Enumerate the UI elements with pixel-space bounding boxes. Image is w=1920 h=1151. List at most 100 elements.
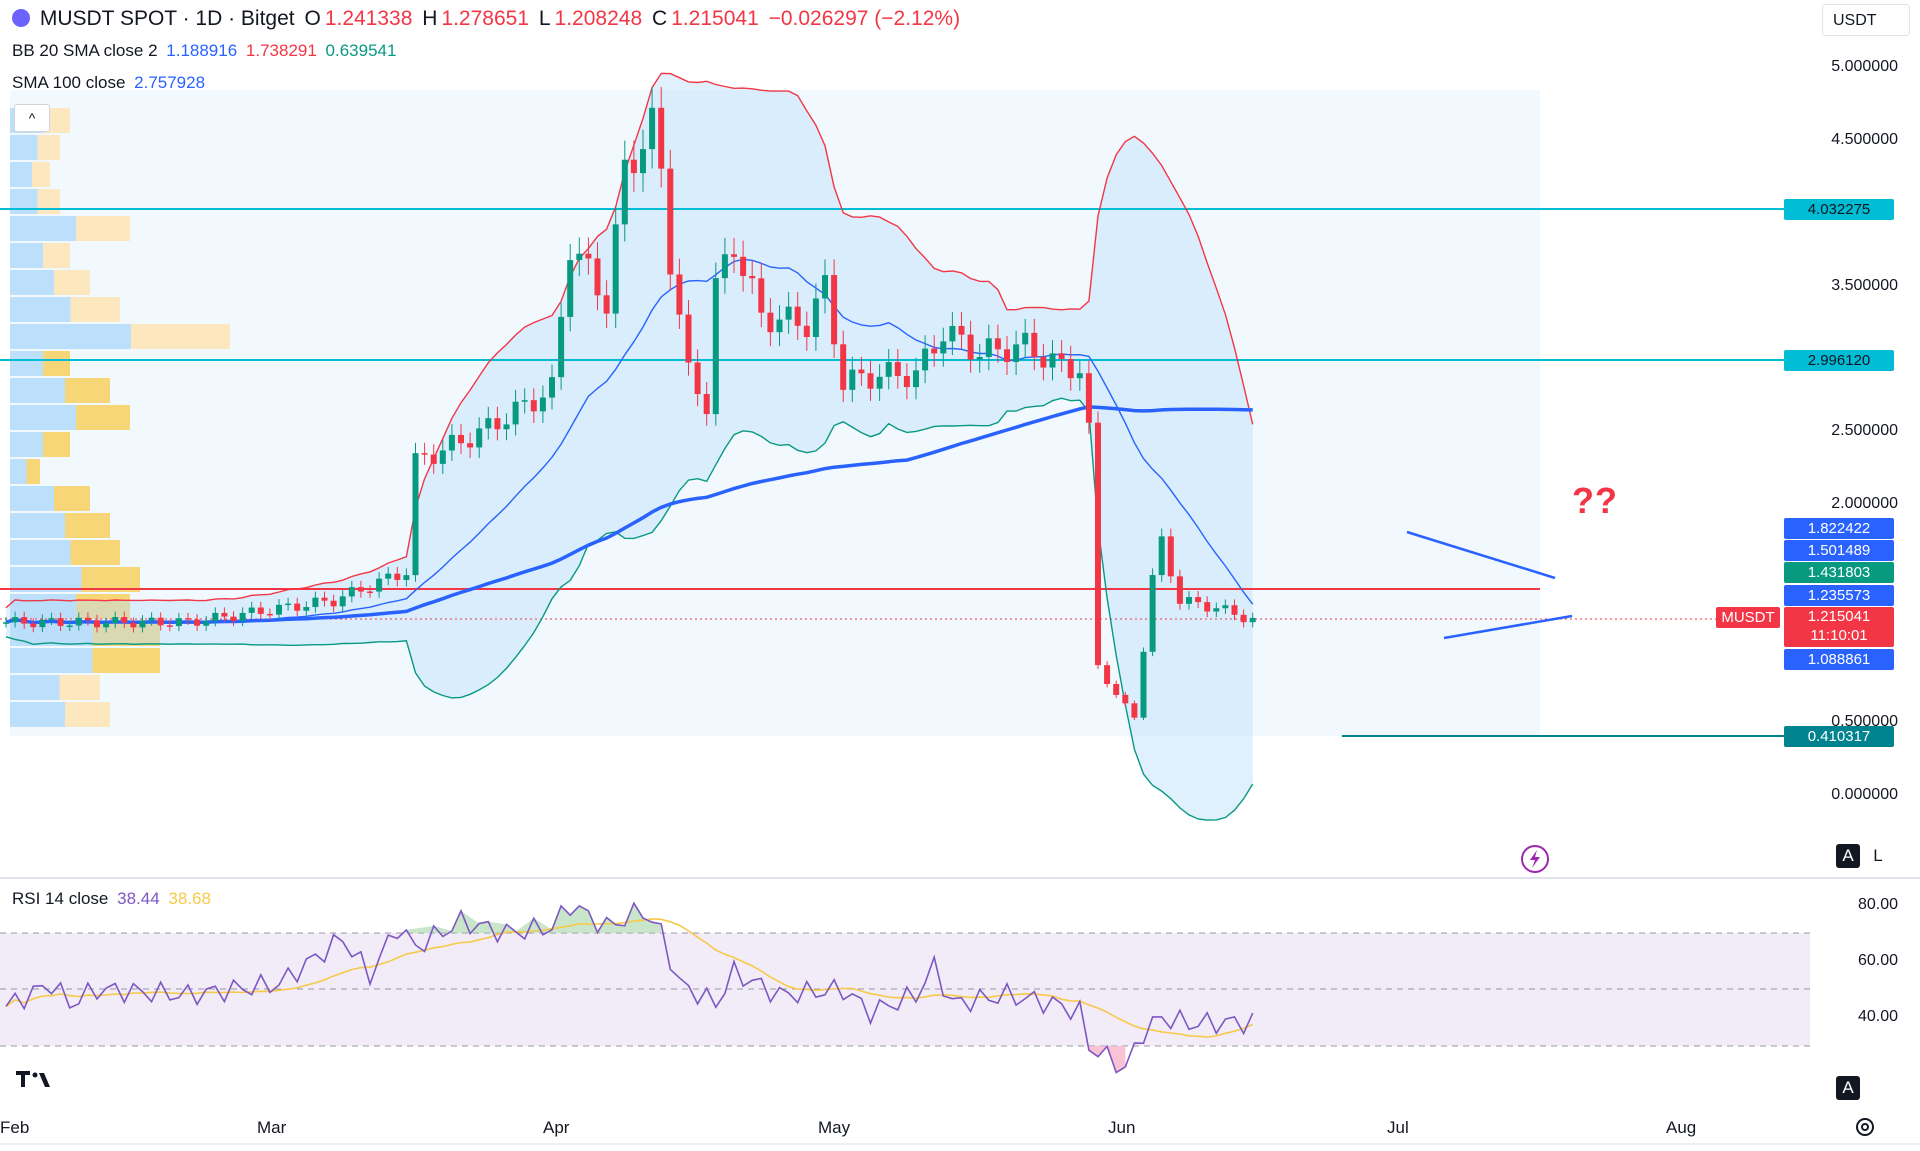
collapse-button[interactable]: ^ bbox=[14, 104, 50, 132]
candle-body bbox=[385, 573, 392, 579]
time-axis-label: Mar bbox=[257, 1118, 287, 1137]
candle-body bbox=[221, 612, 228, 617]
candle-body bbox=[1231, 605, 1238, 615]
volume-profile-down-bar bbox=[59, 675, 100, 700]
candle-body bbox=[312, 597, 319, 608]
triangle-lower-line[interactable] bbox=[1443, 614, 1573, 640]
price-tag-2: 1.501489 bbox=[1784, 540, 1894, 561]
candle-body bbox=[1213, 608, 1220, 612]
candle-body bbox=[84, 617, 91, 621]
candle-body bbox=[794, 306, 801, 326]
sma-legend[interactable]: SMA 100 close 2.757928 bbox=[12, 73, 209, 93]
candle-body bbox=[467, 443, 474, 448]
candle-body bbox=[285, 603, 292, 606]
candle-body bbox=[1113, 684, 1120, 695]
level-tag-mid[interactable]: 2.996120 bbox=[1784, 350, 1894, 371]
candle-body bbox=[476, 428, 483, 448]
bb-upper-value: 1.738291 bbox=[245, 41, 317, 60]
candle-body bbox=[812, 298, 819, 338]
log-scale-button[interactable]: L bbox=[1873, 846, 1883, 865]
rsi-auto-scale-button[interactable]: A bbox=[1836, 1076, 1860, 1100]
candle-body bbox=[412, 453, 419, 576]
candle-body bbox=[1222, 605, 1229, 609]
candle-body bbox=[148, 617, 155, 621]
rsi-legend[interactable]: RSI 14 close 38.44 38.68 bbox=[12, 889, 215, 909]
candle-body bbox=[731, 254, 737, 257]
close-value: 1.215041 bbox=[671, 7, 759, 30]
rsi-overbought-fill bbox=[406, 903, 662, 933]
lightning-icon[interactable] bbox=[1521, 845, 1549, 873]
candle-body bbox=[239, 612, 246, 621]
candle-body bbox=[785, 306, 792, 320]
volume-profile-down-bar bbox=[76, 594, 130, 619]
candle-body bbox=[57, 618, 64, 626]
candle-body bbox=[75, 617, 82, 626]
rsi-ma-line bbox=[5, 918, 1254, 1038]
candle-body bbox=[458, 434, 464, 444]
volume-profile-up-bar bbox=[10, 567, 82, 592]
candle-body bbox=[967, 334, 974, 360]
candle-body bbox=[676, 274, 683, 315]
volume-profile-up-bar bbox=[10, 270, 54, 295]
tradingview-logo-icon[interactable] bbox=[16, 1071, 50, 1087]
candle-body bbox=[539, 397, 546, 412]
bb-legend[interactable]: BB 20 SMA close 2 1.188916 1.738291 0.63… bbox=[12, 41, 400, 61]
last-price-tag: 1.215041 11:10:01 bbox=[1784, 607, 1894, 647]
symbol-name[interactable]: MUSDT SPOT · 1D · Bitget bbox=[39, 7, 295, 30]
candle-body bbox=[494, 418, 501, 430]
candle-body bbox=[12, 617, 19, 623]
candle-body bbox=[103, 623, 110, 628]
candle-body bbox=[958, 325, 965, 335]
candle-body bbox=[758, 278, 765, 313]
volume-profile-up-bar bbox=[10, 459, 27, 484]
candle-body bbox=[485, 418, 492, 429]
candle-body bbox=[357, 587, 364, 592]
volume-profile-up-bar bbox=[10, 351, 43, 376]
candle-body bbox=[658, 107, 665, 169]
volume-profile-down-bar bbox=[65, 513, 110, 538]
candle-body bbox=[1067, 358, 1074, 379]
price-axis-label: 0.500000 bbox=[1831, 713, 1898, 730]
volume-profile-up-bar bbox=[10, 324, 131, 349]
candle-body bbox=[394, 573, 401, 580]
level-tag-top[interactable]: 4.032275 bbox=[1784, 199, 1894, 220]
candle-body bbox=[603, 295, 610, 314]
candle-body bbox=[1249, 617, 1256, 623]
volume-profile-down-bar bbox=[65, 378, 110, 403]
candle-body bbox=[139, 620, 146, 628]
volume-profile-up-bar bbox=[10, 594, 76, 619]
rsi-legend-label: RSI 14 close bbox=[12, 889, 109, 908]
rsi-axis-label: 80.00 bbox=[1857, 896, 1898, 913]
candle-body bbox=[175, 618, 182, 627]
volume-profile-up-bar bbox=[10, 540, 71, 565]
candle-body bbox=[339, 596, 346, 607]
candle-body bbox=[376, 578, 383, 592]
close-label: C bbox=[651, 7, 668, 30]
candle-body bbox=[876, 376, 883, 389]
candle-body bbox=[276, 604, 282, 615]
volume-profile-up-bar bbox=[10, 432, 43, 457]
candle-body bbox=[303, 607, 310, 611]
candle-body bbox=[212, 612, 219, 622]
triangle-upper-line[interactable] bbox=[1406, 530, 1556, 580]
open-value: 1.241338 bbox=[324, 7, 413, 30]
bb-legend-label: BB 20 SMA close 2 bbox=[12, 41, 158, 60]
time-axis-label: May bbox=[818, 1118, 851, 1137]
candle-body bbox=[549, 377, 555, 398]
volume-profile-down-bar bbox=[70, 540, 120, 565]
price-axis-label: 2.000000 bbox=[1831, 495, 1898, 512]
currency-select[interactable]: USDT bbox=[1822, 4, 1910, 36]
auto-scale-button[interactable]: A bbox=[1836, 844, 1860, 868]
rsi-axis-label: 60.00 bbox=[1857, 952, 1898, 969]
settings-gear-icon[interactable] bbox=[1856, 1118, 1874, 1136]
candle-body bbox=[1022, 332, 1029, 345]
candle-body bbox=[1131, 703, 1138, 718]
candle-body bbox=[266, 613, 273, 616]
level-tag-low[interactable]: 0.410317 bbox=[1784, 726, 1894, 747]
candle-body bbox=[3, 622, 9, 624]
candle-body bbox=[330, 600, 337, 607]
time-axis-label: Feb bbox=[0, 1118, 30, 1137]
candle-body bbox=[558, 316, 565, 378]
time-axis-label: Aug bbox=[1666, 1118, 1697, 1137]
